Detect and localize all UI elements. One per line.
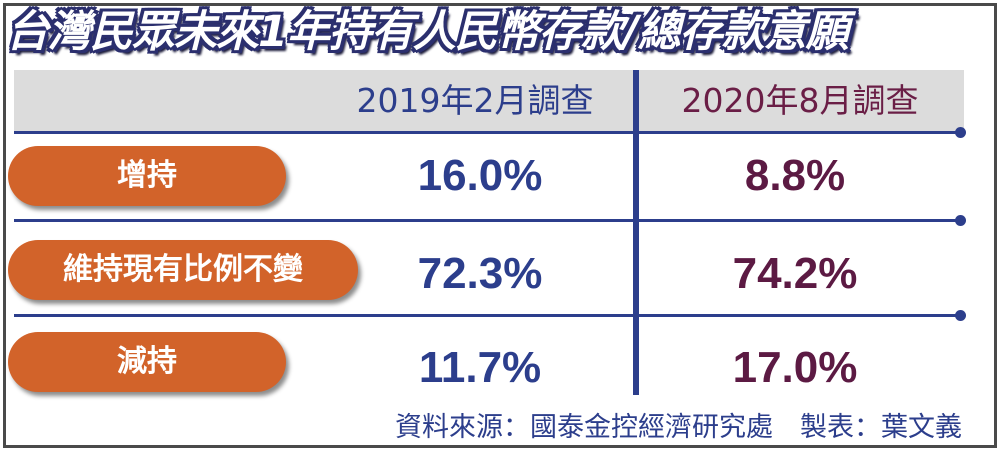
row-label-decrease: 減持	[8, 332, 286, 392]
row-label-increase: 增持	[8, 146, 286, 206]
row-rule-2	[14, 219, 959, 222]
value-increase-2019: 16.0%	[417, 151, 543, 200]
column-header-2019: 2019年2月調查	[356, 81, 594, 120]
value-maintain-2020: 74.2%	[732, 249, 858, 298]
value-increase-2020: 8.8%	[744, 151, 846, 200]
value-maintain-2019: 72.3%	[417, 249, 543, 298]
row-rule-3-dot	[955, 310, 966, 321]
row-rule-2-dot	[955, 215, 966, 226]
column-header-2020: 2020年8月調查	[681, 81, 919, 120]
row-rule-3	[14, 314, 959, 317]
row-rule-1	[14, 131, 959, 134]
header-band	[14, 70, 964, 132]
row-label-maintain: 維持現有比例不變	[8, 240, 358, 300]
chart-title: 台灣民眾未來1年持有人民幣存款/總存款意願	[6, 7, 849, 57]
column-divider	[633, 70, 639, 395]
value-decrease-2020: 17.0%	[732, 343, 858, 392]
row-rule-1-dot	[955, 127, 966, 138]
value-decrease-2019: 11.7%	[418, 343, 542, 392]
source-note: 資料來源：國泰金控經濟研究處 製表：葉文義	[395, 412, 962, 443]
